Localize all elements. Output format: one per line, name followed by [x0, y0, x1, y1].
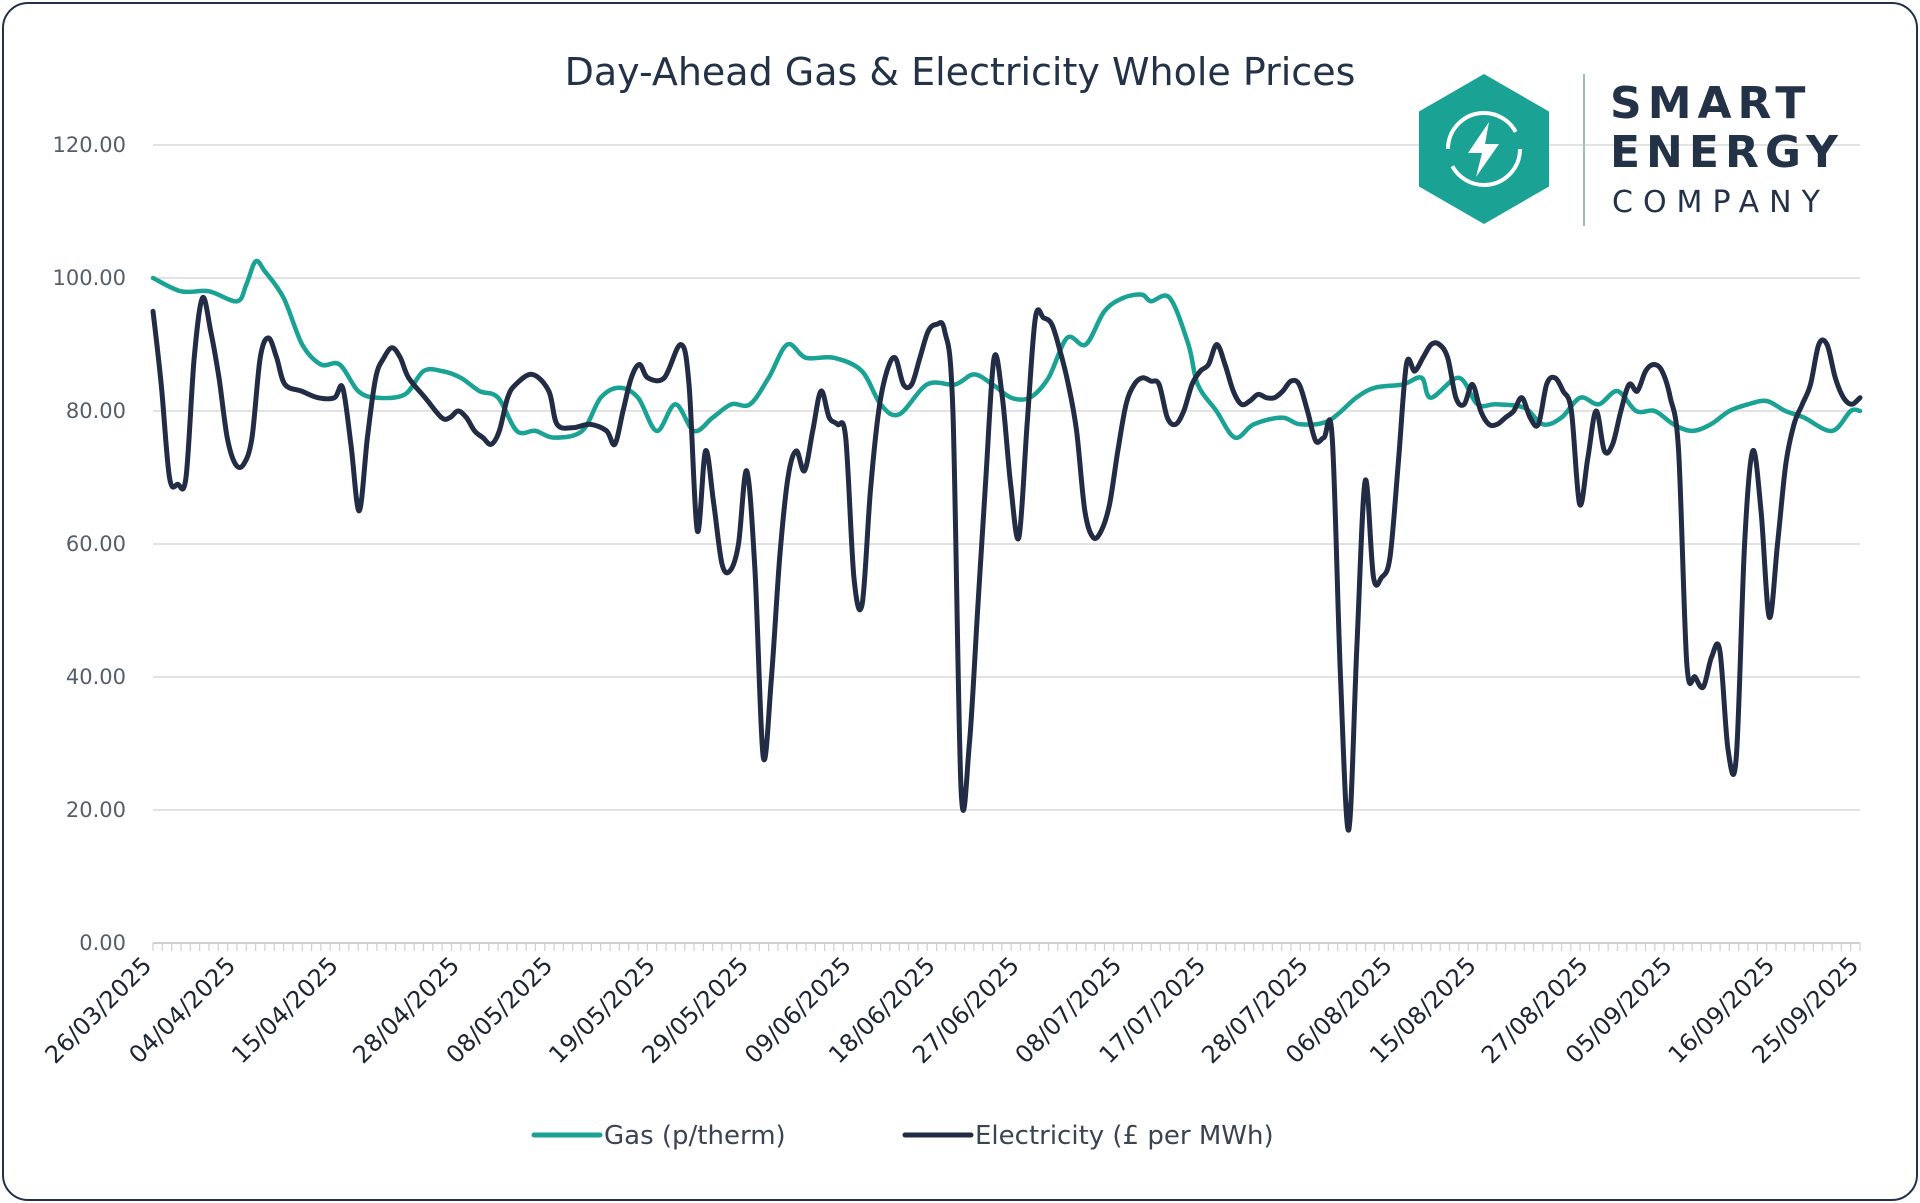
company-logo: SMART ENERGY COMPANY — [1419, 74, 1844, 226]
legend[interactable]: Gas (p/therm) Electricity (£ per MWh) — [531, 1121, 1274, 1151]
logo-word-energy: ENERGY — [1610, 127, 1844, 178]
logo-word-smart: SMART — [1610, 78, 1811, 129]
x-tick-label: 15/04/2025 — [226, 951, 344, 1069]
series-line-gas — [150, 258, 1863, 441]
legend-label-electricity[interactable]: Electricity (£ per MWh) — [975, 1121, 1274, 1151]
y-tick-label: 0.00 — [79, 931, 126, 955]
series-line-electricity — [150, 295, 1863, 833]
legend-label-gas[interactable]: Gas (p/therm) — [604, 1121, 786, 1151]
logo-bolt-icon — [1468, 122, 1499, 177]
y-tick-label: 120.00 — [53, 133, 126, 157]
y-axis-ticks: 0.00 20.00 40.00 60.00 80.00 100.00 120.00 — [53, 133, 126, 955]
y-tick-label: 80.00 — [66, 399, 126, 423]
logo-refresh-icon — [1446, 111, 1522, 187]
logo-word-company: COMPANY — [1612, 185, 1830, 220]
y-tick-label: 20.00 — [66, 798, 126, 822]
y-tick-label: 60.00 — [66, 532, 126, 556]
y-tick-label: 40.00 — [66, 665, 126, 689]
chart-title: Day-Ahead Gas & Electricity Whole Prices — [565, 50, 1356, 94]
gridlines — [153, 144, 1860, 944]
series-group — [150, 258, 1863, 833]
y-tick-label: 100.00 — [53, 266, 126, 290]
